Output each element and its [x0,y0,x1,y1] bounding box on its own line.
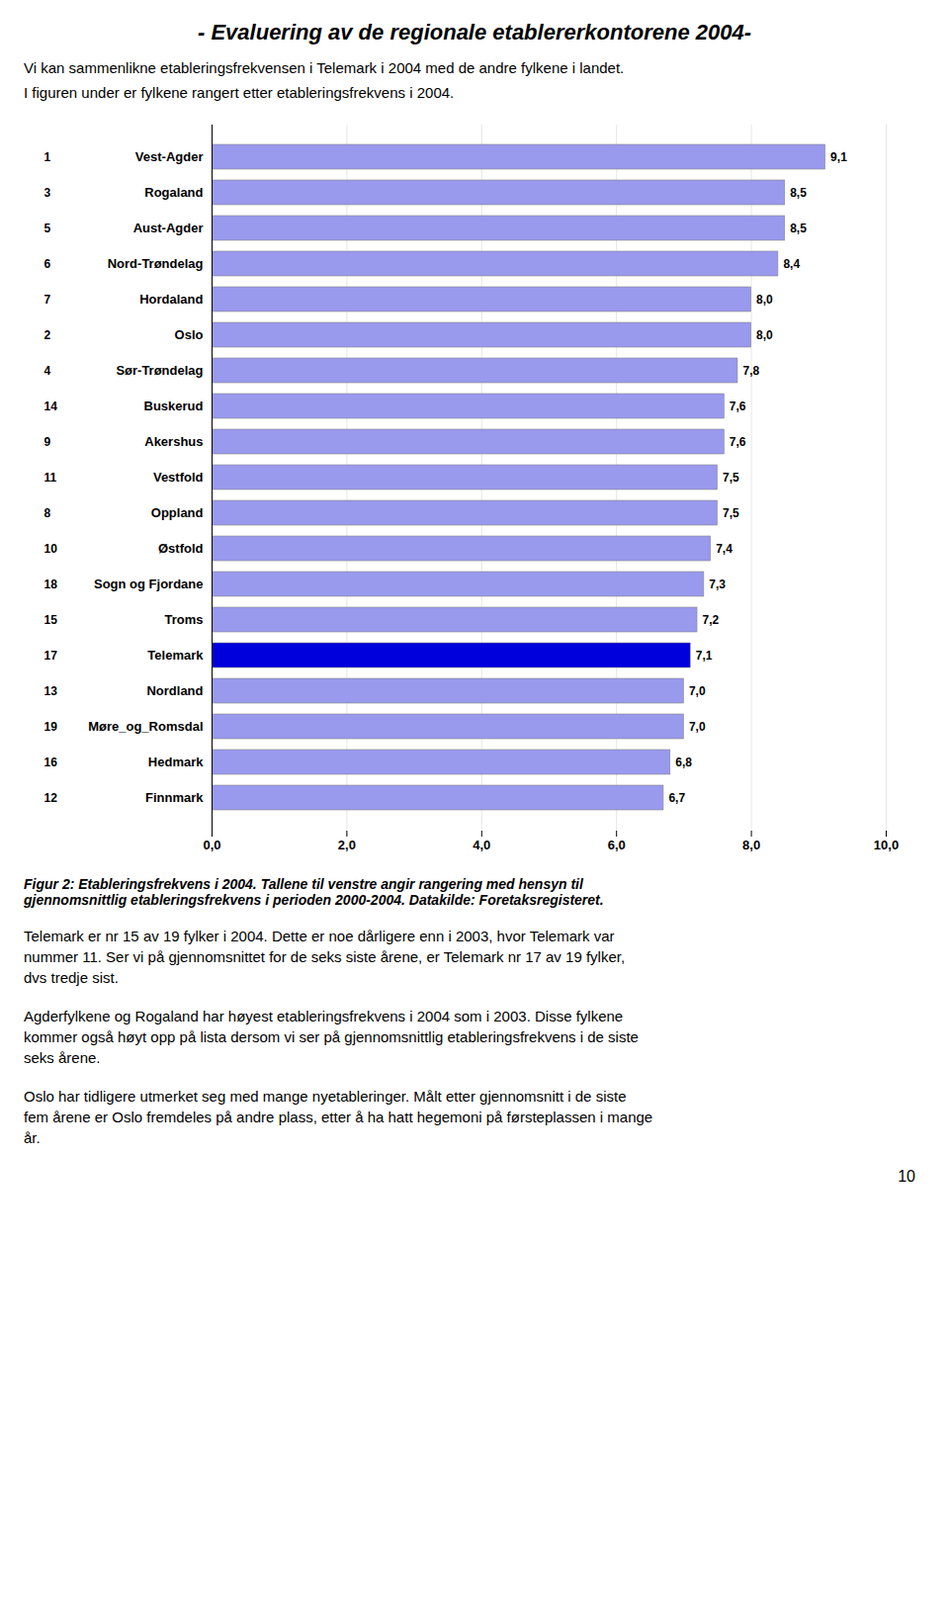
html-text:Oslo har tidligere utmerket se: Oslo har tidligere utmerket seg med mang… [23,1087,653,1146]
svg-text:9,1: 9,1 [830,150,848,165]
svg-text:8,5: 8,5 [789,221,807,236]
html-text:10: 10 [897,1167,916,1185]
svg-text:7,6: 7,6 [729,399,747,414]
svg-text:8: 8 [44,506,52,520]
svg-text:5: 5 [44,221,52,236]
html-text:Figur 2: Etableringsfrekvens i: Figur 2: Etableringsfrekvens i 2004. Tal… [23,875,604,908]
html-text:I figuren under er fylkene ran: I figuren under er fylkene rangert etter… [23,84,455,101]
svg-text:7,3: 7,3 [708,577,726,592]
html-text:Agderfylkene og Rogaland har h: Agderfylkene og Rogaland har høyest etab… [23,1007,639,1066]
svg-text:6: 6 [44,257,52,271]
svg-text:15: 15 [44,612,59,627]
svg-text:3: 3 [44,185,52,200]
html-text:Vi kan sammenlikne etablerings: Vi kan sammenlikne etableringsfrekvensen… [23,59,625,77]
svg-text:2: 2 [44,328,52,343]
svg-text:4,0: 4,0 [472,837,491,853]
svg-text:7,5: 7,5 [722,506,740,520]
svg-text:19: 19 [44,719,59,734]
svg-text:7,0: 7,0 [689,719,706,734]
svg-text:0,0: 0,0 [202,837,221,853]
svg-text:7,6: 7,6 [729,434,747,449]
svg-text:8,0: 8,0 [756,292,774,307]
svg-text:Sør-Trøndelag: Sør-Trøndelag [115,362,203,378]
svg-text:8,4: 8,4 [782,257,800,271]
svg-text:Østfold: Østfold [158,540,204,556]
svg-text:6,7: 6,7 [668,790,686,805]
html-text:Telemark er nr 15 av 19 fylker: Telemark er nr 15 av 19 fylker i 2004. D… [23,927,625,986]
svg-text:17: 17 [44,648,59,663]
svg-text:18: 18 [44,577,59,592]
svg-text:7,5: 7,5 [722,470,740,485]
svg-text:Buskerud: Buskerud [144,398,204,414]
svg-text:Nordland: Nordland [146,683,203,698]
svg-text:7: 7 [44,292,52,307]
svg-text:8,0: 8,0 [742,837,761,853]
svg-text:Nord-Trøndelag: Nord-Trøndelag [107,256,204,271]
svg-text:Sogn og Fjordane: Sogn og Fjordane [93,576,204,592]
svg-text:14: 14 [44,399,59,414]
svg-text:Troms: Troms [164,611,203,627]
svg-text:Møre_og_Romsdal: Møre_og_Romsdal [87,718,203,734]
svg-text:2,0: 2,0 [338,837,356,853]
svg-text:Rogaland: Rogaland [144,184,203,200]
svg-text:Hedmark: Hedmark [148,754,204,770]
svg-text:Oppland: Oppland [151,505,204,520]
svg-text:Hordaland: Hordaland [139,291,203,307]
svg-text:Akershus: Akershus [144,433,203,449]
svg-text:16: 16 [44,755,59,770]
svg-text:Vestfold: Vestfold [153,469,204,485]
svg-text:8,0: 8,0 [756,328,774,343]
svg-text:9: 9 [44,434,52,449]
svg-text:6,8: 6,8 [675,755,692,770]
svg-text:4: 4 [44,363,52,378]
svg-text:Finnmark: Finnmark [145,789,204,805]
svg-text:12: 12 [44,790,59,805]
svg-text:7,0: 7,0 [689,684,706,698]
html-text:- Evaluering av de regionale e: - Evaluering av de regionale etablererko… [197,19,752,45]
svg-text:7,1: 7,1 [695,648,713,663]
svg-text:7,4: 7,4 [715,541,733,556]
svg-text:1: 1 [44,150,52,165]
svg-text:Telemark: Telemark [147,647,204,663]
svg-text:7,8: 7,8 [742,363,760,378]
svg-text:8,5: 8,5 [789,185,807,200]
svg-text:7,2: 7,2 [702,612,720,627]
svg-text:10: 10 [44,541,59,556]
svg-text:Vest-Agder: Vest-Agder [135,149,204,165]
svg-text:Aust-Agder: Aust-Agder [133,220,204,236]
svg-text:11: 11 [44,470,58,485]
svg-text:6,0: 6,0 [607,837,626,853]
svg-text:Oslo: Oslo [174,327,204,343]
svg-text:13: 13 [44,684,59,698]
svg-text:10,0: 10,0 [873,837,899,853]
